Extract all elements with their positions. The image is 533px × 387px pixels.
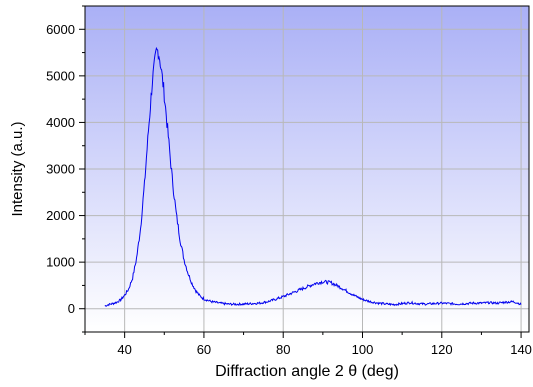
y-tick-label: 2000	[46, 208, 75, 223]
series-layer	[104, 46, 522, 307]
x-tick-label: 60	[197, 342, 211, 357]
x-tick-label: 140	[510, 342, 532, 357]
y-tick-label: 4000	[46, 115, 75, 130]
y-tick-label: 0	[68, 301, 75, 316]
grid	[85, 6, 529, 332]
y-axis-label: Intensity (a.u.)	[9, 121, 26, 216]
x-tick-label: 40	[117, 342, 131, 357]
x-axis-label: Diffraction angle 2 θ (deg)	[215, 363, 399, 380]
x-tick-label: 80	[276, 342, 290, 357]
axes: 40 60 80 100 120 140 0 1000 2000 3000 4000 5000 6000	[46, 5, 532, 357]
y-tick-label: 6000	[46, 22, 75, 37]
y-tick-label: 3000	[46, 162, 75, 177]
y-tick-label: 1000	[46, 255, 75, 270]
series-line	[104, 46, 522, 307]
x-tick-label: 100	[352, 342, 374, 357]
x-tick-label: 120	[431, 342, 453, 357]
y-tick-label: 5000	[46, 68, 75, 83]
